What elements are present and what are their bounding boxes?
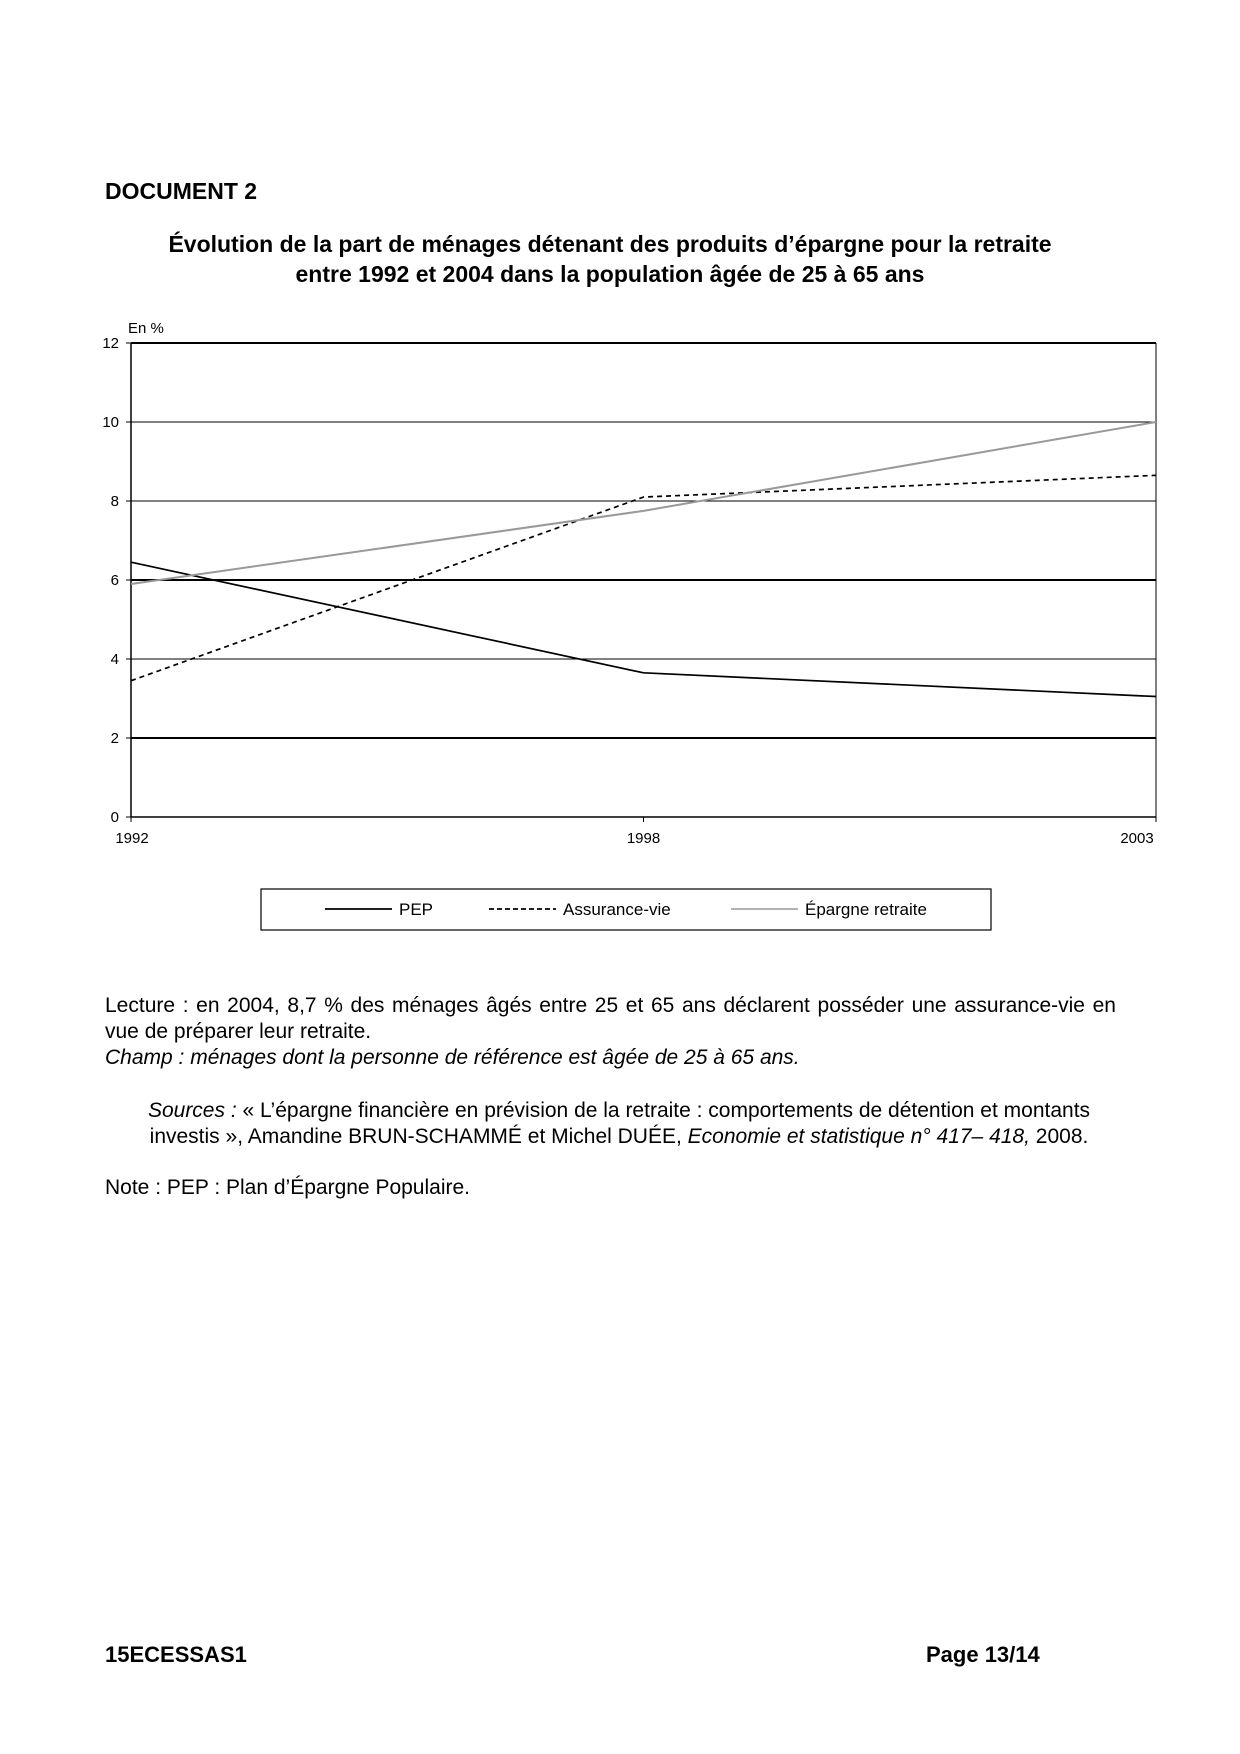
y-tick-label: 0	[111, 809, 119, 826]
document-label: DOCUMENT 2	[105, 178, 258, 204]
sources-body: « L’épargne financière en prévision de l…	[149, 1099, 1091, 1148]
sources-year: 2008.	[1029, 1125, 1089, 1148]
note-text: Note : PEP : Plan d’Épargne Populaire.	[105, 1176, 471, 1199]
y-tick-label: 2	[111, 730, 119, 747]
series-line-pep	[130, 561, 1157, 698]
x-tick-label: 1992	[115, 830, 148, 847]
y-tick-label: 12	[102, 335, 119, 352]
sources-text: Sources : « L’épargne financière en prév…	[120, 1098, 1118, 1150]
chart-title-line2: entre 1992 et 2004 dans la population âg…	[295, 261, 925, 287]
legend-label: Épargne retraite	[805, 900, 927, 919]
legend-label: Assurance-vie	[563, 900, 671, 919]
y-tick-label: 4	[111, 651, 119, 668]
chart-title-line1: Évolution de la part de ménages détenant…	[168, 231, 1052, 257]
sources-journal: Economie et statistique n° 417– 418,	[687, 1125, 1030, 1148]
legend-box	[260, 888, 992, 931]
y-tick-label: 10	[102, 414, 119, 431]
footer-page-number: Page 13/14	[926, 1642, 1040, 1667]
y-tick-label: 6	[111, 572, 119, 589]
lecture-text: Lecture : en 2004, 8,7 % des ménages âgé…	[105, 994, 1116, 1043]
sources-label: Sources :	[147, 1099, 237, 1122]
y-tick-label: 8	[111, 493, 119, 510]
series-line-assurance-vie	[130, 474, 1157, 682]
y-axis-label: En %	[128, 320, 164, 337]
x-tick-label: 2003	[1120, 830, 1153, 847]
champ-text: Champ : ménages dont la personne de réfé…	[105, 1046, 800, 1069]
series-line--pargne-retraite	[130, 421, 1157, 585]
x-tick-label: 1998	[627, 830, 660, 847]
footer-code: 15ECESSAS1	[105, 1642, 247, 1667]
line-chart: En % 0 2 4 6 8 10 12 1992 1998 2003 PEP Assurance-vi…	[102, 320, 1157, 931]
legend-label: PEP	[399, 900, 433, 919]
